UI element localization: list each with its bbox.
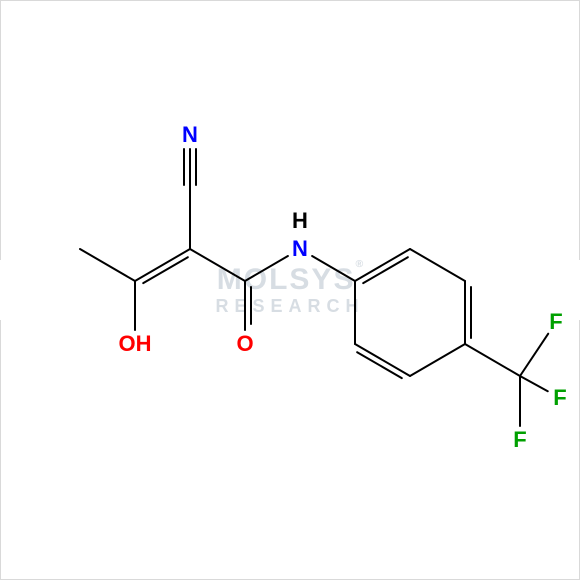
atom-o-label: OH (118, 331, 151, 357)
frame-edge (0, 0, 1, 260)
atom-n-label: N (182, 122, 198, 148)
atom-n-label: N (292, 236, 308, 262)
atom-h-label: H (292, 208, 308, 234)
frame-edge (0, 320, 1, 580)
atom-f-label: F (553, 385, 566, 411)
molecule-canvas (0, 0, 580, 580)
atom-f-label: F (513, 427, 526, 453)
atom-f-label: F (549, 309, 562, 335)
frame-edge (0, 0, 580, 1)
atom-o-label: O (236, 331, 253, 357)
